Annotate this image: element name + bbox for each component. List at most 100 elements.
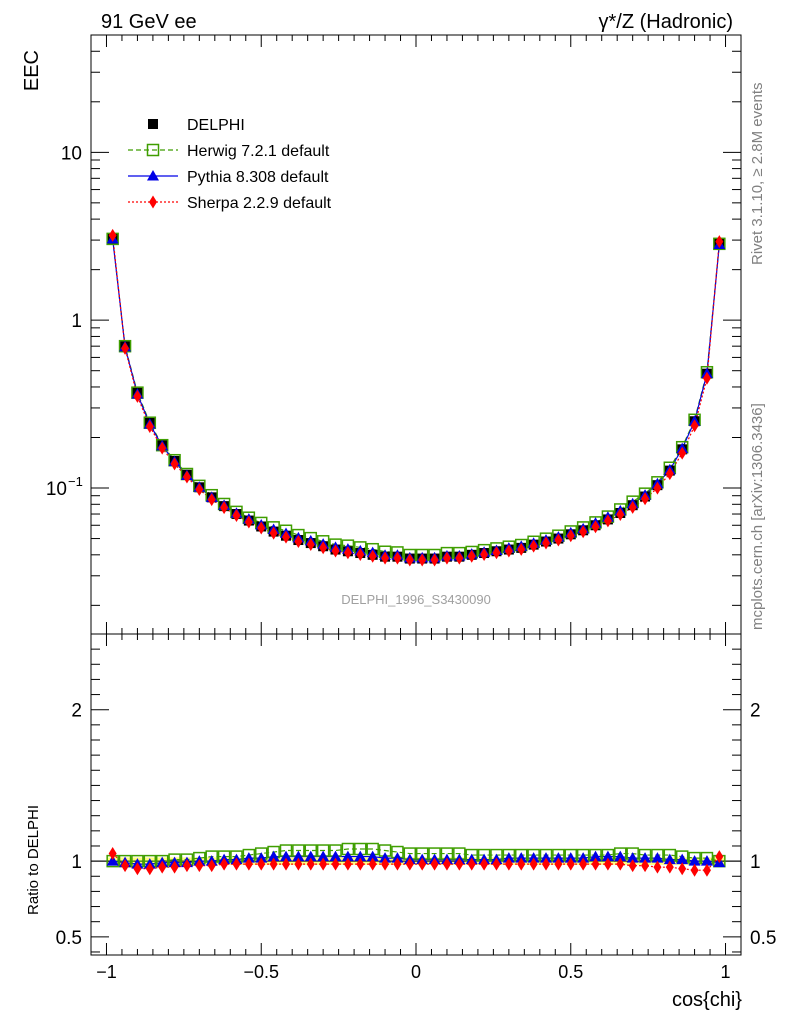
header-left: 91 GeV ee: [101, 11, 197, 33]
sherpa-point: [381, 551, 390, 565]
sherpa-point: [665, 467, 674, 481]
sherpa-ratio-point: [393, 857, 402, 871]
pythia-ratio-point: [700, 855, 713, 866]
sherpa-ratio-point: [517, 857, 526, 871]
sherpa-point: [182, 470, 191, 484]
pythia-ratio-point: [255, 852, 268, 863]
x-tick-label: 0.5: [558, 962, 583, 982]
ratio-y-tick-label-right: 2: [750, 701, 761, 722]
sherpa-point: [517, 542, 526, 556]
sherpa-point: [405, 553, 414, 567]
sherpa-ratio-point: [195, 859, 204, 873]
sherpa-point: [678, 446, 687, 460]
sherpa-point: [616, 507, 625, 521]
sherpa-point: [306, 538, 315, 552]
sherpa-point: [294, 534, 303, 548]
pythia-ratio-point: [688, 855, 701, 866]
sherpa-point: [418, 553, 427, 567]
sherpa-point: [715, 235, 724, 249]
pythia-ratio-point: [527, 852, 540, 863]
sherpa-point: [343, 546, 352, 560]
ratio-y-tick-label-right: 1: [750, 852, 761, 873]
pythia-ratio-point: [366, 850, 379, 862]
x-tick-label: 1: [721, 962, 731, 982]
sherpa-ratio-point: [282, 857, 290, 871]
sherpa-point: [467, 549, 476, 563]
sherpa-ratio-point: [442, 857, 451, 871]
sherpa-point: [529, 539, 538, 553]
pythia-ratio-point: [292, 850, 305, 862]
pythia-ratio-point: [564, 852, 577, 863]
sherpa-ratio-point: [319, 857, 328, 871]
sherpa-point: [480, 547, 489, 561]
sherpa-ratio-point: [504, 857, 513, 871]
sherpa-point: [628, 500, 637, 514]
sherpa-point: [504, 544, 513, 558]
sherpa-point: [702, 371, 711, 385]
sherpa-point: [121, 341, 130, 355]
pythia-ratio-point: [676, 853, 689, 865]
ratio-y-tick-label-right: 0.5: [750, 928, 776, 949]
legend-marker-sherpa: [149, 195, 157, 209]
sherpa-ratio-point: [542, 857, 550, 871]
pythia-ratio-point: [663, 853, 676, 865]
pythia-ratio-point: [379, 852, 392, 863]
legend-marker-delphi: [148, 119, 158, 129]
pythia-ratio-point: [354, 850, 367, 862]
pythia-ratio-point: [267, 850, 280, 862]
sherpa-ratio-point: [158, 860, 167, 874]
pythia-ratio-point: [626, 852, 639, 863]
ratio-y-tick-label: 2: [71, 701, 82, 722]
sherpa-point: [158, 441, 167, 455]
sherpa-point: [430, 553, 439, 567]
sherpa-point: [257, 521, 266, 535]
sherpa-point: [145, 419, 154, 433]
watermark: DELPHI_1996_S3430090: [341, 592, 491, 607]
sherpa-main-line: [112, 235, 720, 561]
sherpa-ratio-point: [145, 862, 154, 876]
sherpa-ratio-point: [554, 857, 563, 871]
sherpa-ratio-point: [220, 857, 229, 871]
x-tick-label: −1: [96, 962, 117, 982]
ratio-y-tick-label: 1: [71, 852, 82, 873]
pythia-ratio-point: [341, 850, 354, 862]
x-tick-label: 0: [411, 962, 421, 982]
pythia-ratio-point: [601, 850, 614, 862]
sherpa-point: [356, 547, 365, 561]
sherpa-point: [393, 551, 402, 565]
sherpa-point: [282, 530, 290, 544]
pythia-ratio-point: [502, 852, 515, 863]
pythia-ratio-point: [589, 850, 602, 862]
sherpa-point: [455, 551, 464, 565]
pythia-ratio-point: [552, 852, 565, 863]
ratio-ylabel: Ratio to DELPHI: [25, 805, 42, 915]
pythia-ratio-point: [329, 850, 342, 862]
sherpa-ratio-point: [232, 857, 241, 871]
sherpa-ratio-point: [356, 857, 365, 871]
header-right: γ*/Z (Hadronic): [599, 11, 733, 33]
pythia-ratio-point: [577, 852, 590, 863]
side-text-upper: Rivet 3.1.10, ≥ 2.8M events: [749, 83, 766, 266]
sherpa-ratio-point: [170, 860, 179, 874]
sherpa-ratio-point: [257, 857, 266, 871]
sherpa-ratio-point: [294, 857, 303, 871]
sherpa-ratio-point: [121, 859, 130, 873]
legend: DELPHI Herwig 7.2.1 default Pythia 8.308 d…: [128, 117, 332, 212]
sherpa-ratio-point: [455, 857, 464, 871]
pythia-ratio-point: [242, 852, 255, 863]
pythia-ratio-point: [540, 852, 552, 863]
sherpa-ratio-point: [665, 860, 674, 874]
pythia-ratio-point: [639, 852, 652, 863]
pythia-ratio-point: [304, 850, 317, 862]
sherpa-point: [591, 520, 600, 534]
series-layer: [106, 228, 726, 877]
sherpa-ratio-point: [207, 859, 216, 873]
sherpa-ratio-line: [112, 853, 720, 871]
sherpa-point: [244, 515, 253, 529]
sherpa-ratio-point: [182, 859, 191, 873]
sherpa-ratio-point: [430, 857, 439, 871]
main-ylabel: EEC: [21, 50, 43, 91]
sherpa-ratio-point: [368, 857, 377, 871]
y-tick-label-exponent: −1: [68, 474, 83, 489]
